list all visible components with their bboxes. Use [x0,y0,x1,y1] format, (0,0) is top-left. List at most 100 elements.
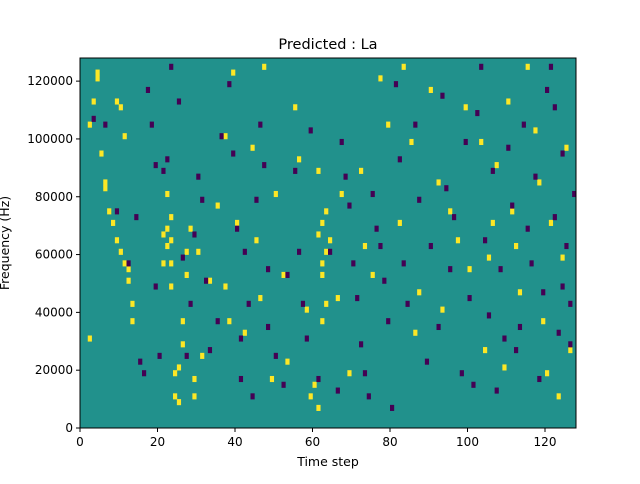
heatmap-cell-low [417,196,422,203]
heatmap-cell-high [514,243,519,250]
heatmap-cell-low [176,98,182,105]
heatmap-cell-low [537,375,542,383]
heatmap-cell-high [347,370,352,377]
heatmap-cell-high [320,318,325,325]
heatmap-cell-low [266,323,271,331]
heatmap-cell-high [537,179,542,186]
heatmap-cell-high [126,266,131,273]
heatmap-cell-high [176,364,182,371]
heatmap-cell-low [428,243,433,250]
heatmap-cell-low [285,271,290,278]
heatmap-cell-high [184,248,189,255]
heatmap-cell-low [533,173,538,180]
heatmap-cell-low [304,335,309,342]
y-tick-label: 40000 [35,305,73,319]
heatmap-cell-high [169,260,174,267]
heatmap-cell-low [215,318,220,325]
heatmap-cell-high [169,283,174,290]
y-tick-label: 80000 [35,190,73,204]
heatmap-cell-high [122,133,127,140]
heatmap-cell-high [165,225,170,232]
heatmap-cell-low [242,248,247,255]
heatmap-cell-high [118,104,123,111]
heatmap-cell-low [351,260,356,267]
heatmap-cell-low [393,81,399,88]
heatmap-cell-high [231,69,236,76]
x-axis-label: Time step [296,454,359,469]
heatmap-cell-high [359,167,364,174]
heatmap-cell-high [111,219,116,226]
heatmap-cell-high [490,219,495,226]
heatmap-cell-low [545,86,550,93]
heatmap-cell-high [91,98,96,105]
heatmap-cell-low [498,266,503,273]
heatmap-cell-low [405,300,410,307]
heatmap-cell-low [506,144,511,151]
heatmap-cell-low [517,323,523,331]
heatmap-cell-high [207,277,213,284]
heatmap-cell-high [386,121,391,128]
heatmap-cell-high [161,231,166,238]
x-tick-label: 40 [227,435,242,449]
heatmap-cell-high [107,208,112,215]
heatmap-cell-low [548,63,554,70]
y-tick-label: 0 [65,421,73,435]
heatmap-cell-high [324,248,329,255]
heatmap-cell-high [87,335,92,342]
heatmap-cell-low [281,381,286,388]
heatmap-cell-high [324,208,329,215]
heatmap-cell-low [165,156,170,163]
heatmap-cell-low [258,121,263,128]
heatmap-cell-low [378,243,383,250]
heatmap-cell-low [200,196,205,203]
heatmap-cell-high [463,104,468,111]
heatmap-cell-high [169,237,174,244]
heatmap-cell-high [479,138,484,146]
heatmap-cell-high [517,289,523,296]
heatmap-cell-low [254,196,259,203]
heatmap-cell-low [297,248,302,255]
heatmap-cell-high [130,318,135,325]
heatmap-cell-high [533,127,538,134]
heatmap-cell-high [312,381,317,388]
heatmap-cell-low [339,138,344,146]
heatmap-cell-high [297,156,302,163]
heatmap-cell-low [514,347,519,354]
heatmap-cell-high [328,237,333,244]
heatmap-cell-high [99,150,104,157]
heatmap-cell-high [339,190,344,198]
heatmap-cell-high [285,358,290,365]
x-tick-label: 100 [456,435,479,449]
heatmap-cell-low [126,260,131,267]
heatmap-cell-high [548,219,554,226]
heatmap-cell-high [413,329,418,336]
heatmap-cell-low [347,202,352,209]
heatmap-cell-high [541,318,546,325]
heatmap-cell-high [118,248,123,255]
heatmap-cell-low [114,208,120,215]
heatmap-cell-high [173,393,178,400]
heatmap-cell-high [176,399,182,406]
heatmap-cell-high [161,260,166,267]
heatmap-cell-high [87,121,92,128]
heatmap-cell-low [219,133,224,140]
heatmap-cell-high [196,248,201,255]
x-tick-label: 0 [76,435,84,449]
heatmap-cell-low [382,277,387,284]
heatmap-cell-low [572,190,577,198]
y-tick-label: 100000 [27,132,73,146]
heatmap-cell-high [103,185,108,192]
heatmap-cell-low [525,225,530,232]
heatmap-cell-high [494,162,499,169]
heatmap-cell-low [142,370,147,377]
heatmap-cell-high [370,271,375,278]
heatmap-cell-high [235,219,240,226]
heatmap-cell-low [541,289,546,296]
heatmap-cell-low [374,225,379,232]
heatmap-cell-low [483,237,488,244]
x-tick-label: 120 [534,435,557,449]
y-tick-label: 120000 [27,74,73,88]
heatmap-cell-low [436,323,441,331]
heatmap-cell-high [293,104,298,111]
